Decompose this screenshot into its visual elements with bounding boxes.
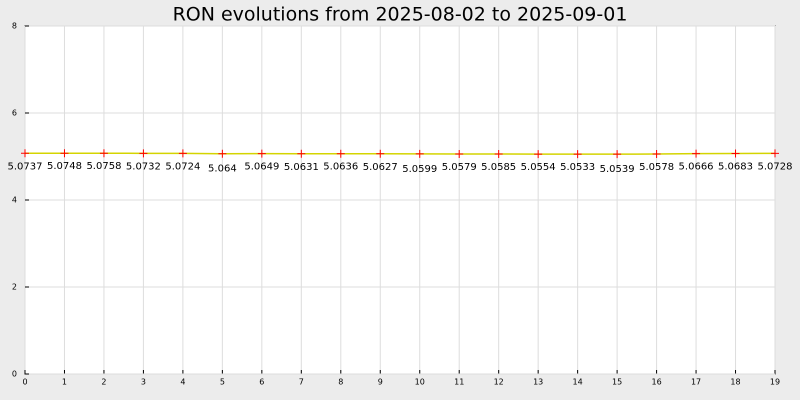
marker: [376, 149, 385, 158]
x-tick-label: 12: [494, 378, 504, 387]
value-label: 5.0748: [47, 161, 82, 172]
x-tick-label: 10: [415, 378, 425, 387]
marker: [534, 150, 543, 159]
value-label: 5.0683: [718, 162, 753, 173]
value-label: 5.0636: [323, 162, 358, 173]
value-label: 5.0578: [639, 162, 674, 173]
marker: [573, 150, 582, 159]
value-label: 5.0737: [8, 161, 43, 172]
y-tick-label: 8: [12, 22, 17, 31]
marker: [415, 149, 424, 158]
value-label: 5.0533: [560, 162, 595, 173]
marker: [21, 149, 29, 158]
marker: [692, 149, 701, 158]
marker: [60, 149, 69, 158]
value-label: 5.0585: [481, 162, 516, 173]
value-label: 5.0666: [679, 162, 714, 173]
x-tick-label: 5: [220, 378, 225, 387]
x-tick-label: 7: [299, 378, 304, 387]
x-tick-label: 2: [101, 378, 106, 387]
marker: [336, 149, 345, 158]
marker: [218, 149, 227, 158]
x-tick-label: 13: [533, 378, 543, 387]
x-tick-label: 3: [141, 378, 146, 387]
y-tick-label: 4: [12, 196, 17, 205]
value-label: 5.0627: [363, 162, 398, 173]
marker: [771, 149, 779, 158]
value-label: 5.0649: [244, 162, 279, 173]
chart-title: RON evolutions from 2025-08-02 to 2025-0…: [173, 4, 628, 26]
marker: [297, 149, 306, 158]
x-tick-label: 14: [573, 378, 583, 387]
y-tick-label: 6: [12, 109, 17, 118]
value-label: 5.0728: [758, 161, 793, 172]
x-tick-label: 17: [691, 378, 701, 387]
x-tick-label: 16: [651, 378, 661, 387]
marker: [139, 149, 148, 158]
y-tick-label: 0: [12, 370, 17, 379]
x-tick-label: 4: [180, 378, 185, 387]
x-tick-label: 18: [730, 378, 740, 387]
x-tick-label: 9: [378, 378, 383, 387]
line: [24, 152, 776, 155]
value-label: 5.0758: [86, 161, 121, 172]
marker: [257, 149, 266, 158]
value-label: 5.0579: [442, 162, 477, 173]
value-label: 5.0724: [165, 161, 200, 172]
x-tick-label: 0: [22, 378, 27, 387]
marker: [652, 149, 661, 158]
value-label: 5.064: [208, 164, 237, 175]
x-tick-label: 1: [62, 378, 67, 387]
x-tick-label: 6: [259, 378, 264, 387]
marker: [731, 149, 740, 158]
marker: [99, 149, 108, 158]
marker: [494, 149, 503, 158]
x-tick-label: 15: [612, 378, 622, 387]
x-tick-label: 19: [770, 378, 780, 387]
marker: [455, 149, 464, 158]
y-tick-label: 2: [12, 283, 17, 292]
marker: [178, 149, 187, 158]
value-label: 5.0631: [284, 162, 319, 173]
value-label: 5.0732: [126, 161, 161, 172]
value-label: 5.0539: [600, 164, 635, 175]
marker: [613, 150, 622, 159]
value-label: 5.0554: [521, 162, 556, 173]
value-label: 5.0599: [402, 164, 437, 175]
x-tick-label: 8: [338, 378, 343, 387]
x-tick-label: 11: [454, 378, 464, 387]
